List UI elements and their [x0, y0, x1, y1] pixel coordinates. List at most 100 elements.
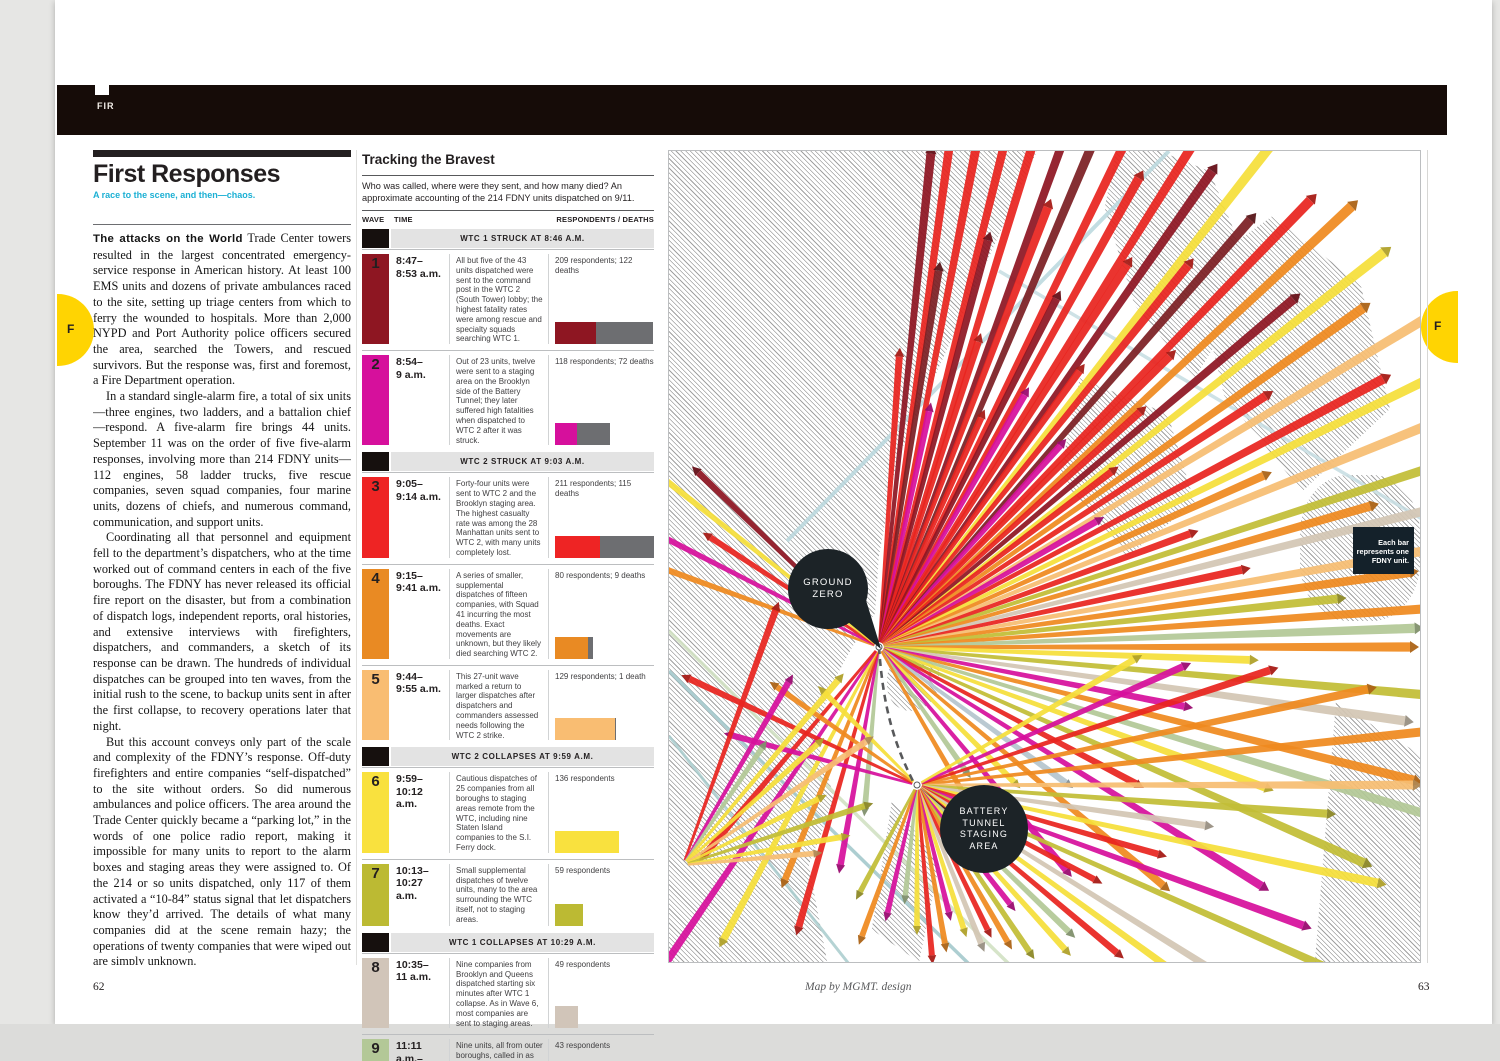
fdny-unit-bar — [878, 153, 936, 643]
respondents-label: 80 respondents; 9 deaths — [555, 570, 646, 580]
paragraph-2: In a standard single-alarm fire, a total… — [93, 389, 351, 529]
wave-number-swatch: 1 — [362, 254, 389, 345]
fdny-unit-bar — [921, 666, 1272, 785]
fdny-unit-bar — [917, 789, 984, 945]
survivors-segment — [555, 718, 615, 741]
unit-bar-tip — [944, 911, 953, 921]
respondents-label: 49 respondents — [555, 959, 611, 969]
unit-bar-tip — [901, 894, 910, 905]
fdny-unit-bar — [884, 789, 918, 914]
unit-bar-tip — [1042, 198, 1054, 210]
fdny-unit-bar — [883, 423, 1420, 647]
unit-bar-tip — [836, 863, 846, 874]
fdny-unit-bar — [883, 501, 1372, 647]
fdny-unit-bar — [916, 789, 935, 956]
unit-bar-tip — [959, 927, 968, 938]
article-body: The attacks on the World Trade Center to… — [93, 231, 351, 965]
fdny-unit-bar — [883, 647, 1415, 785]
wave-number-swatch: 8 — [362, 957, 389, 1029]
wave-row: 1 8:47– 8:53 a.m. All but five of the 43 un… — [362, 249, 654, 350]
fdny-unit-bar — [883, 546, 1420, 648]
unit-bar-tip — [1183, 258, 1194, 270]
survivors-segment — [555, 636, 589, 659]
fdny-unit-bar — [883, 530, 1192, 647]
unit-bar-tip — [1165, 350, 1176, 361]
unit-bar-tip — [857, 934, 866, 945]
unit-bar-tip — [1347, 200, 1359, 212]
fdny-unit-bar — [881, 202, 1355, 645]
respondents-label: 43 respondents — [555, 1041, 611, 1051]
fdny-unit-bar — [881, 409, 1143, 645]
respondents-bar — [555, 322, 654, 345]
respondents-bar — [555, 423, 611, 446]
unit-bar-tip — [1136, 406, 1147, 416]
fdny-unit-bar — [882, 248, 1388, 645]
fdny-unit-bar — [902, 789, 918, 896]
route-line — [998, 269, 1420, 520]
unit-bar-tip — [769, 681, 780, 691]
wave-row: 2 8:54– 9 a.m. Out of 23 units, twelve were… — [362, 350, 654, 451]
wave-description: Cautious dispatches of 25 companies from… — [449, 772, 548, 853]
fdny-unit-bar — [882, 518, 1099, 646]
wave-number-swatch: 6 — [362, 772, 389, 853]
fdny-unit-bar — [857, 788, 916, 894]
unit-bar-tip — [1305, 193, 1317, 205]
unit-bar-tip — [1025, 949, 1035, 960]
ground-zero-callout: GROUND ZERO — [788, 549, 868, 629]
fdny-unit-bar — [916, 789, 948, 945]
wave-time: 9:05– 9:14 a.m. — [396, 478, 441, 503]
fdny-unit-bar — [883, 466, 1420, 647]
fdny-unit-bar — [883, 594, 1338, 648]
wave-time: 10:35– 11 a.m. — [396, 958, 432, 984]
unit-bar-tip — [1376, 877, 1387, 889]
wave-row: 3 9:05– 9:14 a.m. Forty-four units were sen… — [362, 472, 654, 563]
respondents-label: 59 respondents — [555, 865, 611, 875]
fdny-unit-bar — [687, 834, 843, 866]
unit-bar-tip — [813, 849, 823, 858]
fdny-unit-bar — [881, 196, 1314, 645]
wave-row: 8 10:35– 11 a.m. Nine companies from Brookl… — [362, 952, 654, 1035]
unit-bar-tip — [784, 674, 793, 685]
fdny-unit-bar — [683, 609, 779, 861]
wave-time: 10:13– 10:27 a.m. — [396, 864, 429, 902]
wave-respondents: 211 respondents; 115 deaths — [548, 477, 654, 558]
fdny-unit-bar — [685, 678, 841, 862]
unit-bar-tip — [1133, 170, 1145, 182]
section-band: WTC 2 STRUCK AT 9:03 A.M. — [362, 452, 654, 472]
table-title: Tracking the Bravest — [362, 152, 495, 167]
lead-in: The attacks on the World — [93, 233, 243, 245]
section-label: WTC 2 COLLAPSES AT 9:59 A.M. — [391, 747, 654, 767]
unit-bar-tip — [794, 925, 804, 936]
article-subtitle: A race to the scene, and then—chaos. — [93, 190, 256, 200]
fdny-unit-bar — [917, 789, 952, 913]
wave-row: 6 9:59– 10:12 a.m. Cautious dispatches of 2… — [362, 767, 654, 858]
fdny-unit-bar — [684, 746, 765, 862]
fdny-unit-bar — [883, 507, 1420, 647]
wave-description: Nine units, all from outer boroughs, cal… — [449, 1039, 548, 1061]
section-label: WTC 1 COLLAPSES AT 10:29 A.M. — [391, 932, 654, 952]
unit-bar-tip — [1361, 857, 1373, 869]
fdny-unit-bar — [883, 566, 1243, 648]
fdny-unit-bar — [720, 650, 878, 942]
unit-bar-tip — [1020, 387, 1029, 398]
respondents-bar — [555, 1006, 578, 1029]
left-folio: 62 — [93, 981, 105, 993]
respondents-label: 211 respondents; 115 deaths — [555, 479, 632, 498]
wave-respondents: 80 respondents; 9 deaths — [548, 568, 654, 659]
unit-bar-tip — [863, 801, 874, 811]
fdny-unit-bar — [882, 374, 1386, 646]
unit-bar-tip — [976, 409, 986, 420]
fdny-unit-bar — [883, 623, 1415, 649]
wave-time: 9:59– 10:12 a.m. — [396, 773, 423, 811]
unit-bar-tip — [855, 889, 864, 900]
unit-bar-tip — [982, 231, 994, 242]
edge-letter: F — [67, 322, 75, 336]
fdny-unit-bar — [879, 239, 992, 643]
fdny-unit-bar — [881, 353, 1173, 645]
unit-bar-tip — [924, 402, 934, 413]
unit-bar-tip — [771, 601, 781, 612]
unit-bar-tip — [1249, 654, 1259, 666]
fdny-unit-bar — [795, 651, 879, 928]
unit-bar-tip — [1156, 849, 1167, 859]
fdny-unit-bar — [686, 738, 869, 864]
